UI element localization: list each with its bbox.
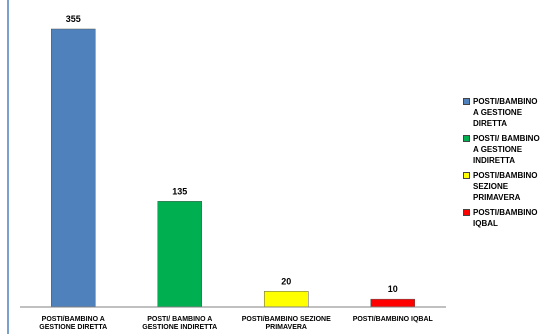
legend: POSTI/BAMBINO A GESTIONE DIRETTA POSTI/ … <box>463 96 559 233</box>
bars-group <box>51 28 415 308</box>
legend-item-indiretta: POSTI/ BAMBINO A GESTIONE INDIRETTA <box>463 133 559 166</box>
x-tick-label-2: POSTI/BAMBINO SEZIONE PRIMAVERA <box>242 316 331 331</box>
x-tick-label-3: POSTI/BAMBINO IQBAL <box>353 316 434 323</box>
bar-1 <box>157 201 202 308</box>
legend-item-diretta: POSTI/BAMBINO A GESTIONE DIRETTA <box>463 96 559 129</box>
legend-label-primavera: POSTI/BAMBINO SEZIONE PRIMAVERA <box>473 171 538 202</box>
x-tick-label-0: POSTI/BAMBINO A GESTIONE DIRETTA <box>39 316 107 331</box>
data-label-2: 20 <box>281 276 291 286</box>
labels-group: 355 POSTI/BAMBINO A GESTIONE DIRETTA 135 POS… <box>39 14 433 331</box>
data-label-0: 355 <box>66 14 81 24</box>
legend-item-primavera: POSTI/BAMBINO SEZIONE PRIMAVERA <box>463 170 559 203</box>
legend-swatch-primavera <box>463 172 470 179</box>
legend-label-diretta: POSTI/BAMBINO A GESTIONE DIRETTA <box>473 97 538 128</box>
bar-2 <box>264 291 309 308</box>
legend-item-iqbal: POSTI/BAMBINO IQBAL <box>463 207 559 229</box>
legend-swatch-indiretta <box>463 135 470 142</box>
data-label-1: 135 <box>172 186 187 196</box>
data-label-3: 10 <box>388 284 398 294</box>
bar-0 <box>51 28 96 308</box>
legend-label-iqbal: POSTI/BAMBINO IQBAL <box>473 208 538 228</box>
x-tick-label-1: POSTI/ BAMBINO A GESTIONE INDIRETTA <box>142 316 217 331</box>
legend-label-indiretta: POSTI/ BAMBINO A GESTIONE INDIRETTA <box>473 134 540 165</box>
bar-3 <box>370 298 415 308</box>
legend-swatch-iqbal <box>463 209 470 216</box>
legend-swatch-diretta <box>463 98 470 105</box>
